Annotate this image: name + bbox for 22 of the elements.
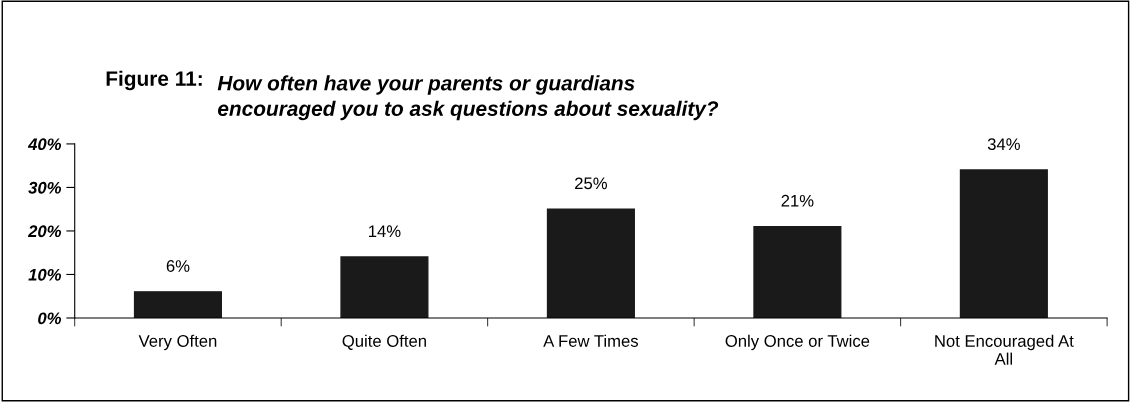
x-tick-label: Quite Often bbox=[342, 334, 426, 350]
data-label: 21% bbox=[781, 194, 814, 207]
x-tick-label: Not Encouraged At All bbox=[935, 334, 1074, 365]
bar bbox=[133, 291, 223, 318]
bar bbox=[753, 225, 842, 318]
data-label: 34% bbox=[987, 138, 1020, 151]
bar bbox=[959, 169, 1048, 318]
y-tick-label: 30% bbox=[28, 181, 62, 194]
y-tick-label: 0% bbox=[38, 312, 62, 325]
bar bbox=[340, 256, 429, 318]
x-tick-label: Only Once or Twice bbox=[725, 334, 870, 351]
data-label: 25% bbox=[575, 177, 607, 190]
y-tick-label: 20% bbox=[27, 225, 62, 238]
chart-subtitle: How often have your parents or guardians encouraged you to ask questions about sexuality? bbox=[217, 75, 719, 121]
bar bbox=[546, 208, 635, 318]
y-tick-label: 10% bbox=[28, 268, 62, 281]
data-label: 14% bbox=[369, 225, 401, 238]
x-tick-label: A Few Times bbox=[543, 334, 638, 347]
y-tick-label: 40% bbox=[27, 138, 62, 151]
chart-title: Figure 11: bbox=[106, 70, 202, 91]
x-tick-label: Very Often bbox=[138, 334, 217, 351]
data-label: 6% bbox=[166, 260, 190, 272]
